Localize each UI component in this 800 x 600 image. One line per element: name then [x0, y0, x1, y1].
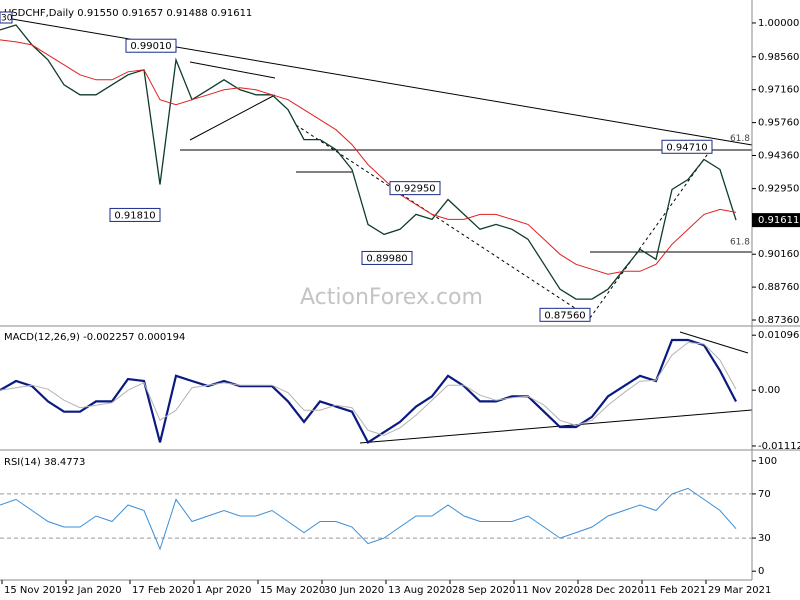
trend-line: [359, 409, 753, 444]
x-tick-label: 28 Dec 2020: [580, 585, 644, 596]
x-tick-label: 2 Jan 2020: [68, 585, 122, 596]
indicator-value: 0.000194: [138, 332, 186, 343]
trend-lines: [0, 16, 753, 444]
price-label-box: [125, 38, 177, 53]
series-line: [0, 39, 737, 275]
x-tick-label: 13 Aug 2020: [388, 585, 452, 596]
header-value: 0.91550: [77, 8, 118, 19]
level-label: 61.8: [730, 237, 750, 247]
watermark: ActionForex.com: [300, 285, 483, 310]
y-tick-label: 0.94360: [758, 151, 799, 162]
price-label: 0.99010: [130, 41, 171, 52]
panel-title-text: MACD(12,26,9): [4, 332, 80, 343]
y-tick-label: -0.011127: [758, 441, 800, 452]
panel-title: MACD(12,26,9) -0.002257 0.000194: [4, 332, 185, 343]
y-tick-label: 0.88760: [758, 282, 799, 293]
last-price-label: 0.91611: [758, 215, 799, 226]
last-price-tag: [752, 213, 800, 228]
x-tick-label: 15 May 2020: [260, 585, 325, 596]
price-label-box: [389, 181, 441, 196]
price-label-box: [361, 250, 413, 265]
price-label: 0.94710: [666, 142, 707, 153]
y-tick-label: 70: [758, 489, 771, 500]
panel-title-text: RSI(14): [4, 457, 41, 468]
y-tick-label: 0.90160: [758, 249, 799, 260]
header-value: 0.91611: [211, 8, 252, 19]
series-line: [0, 338, 737, 444]
series-line: [0, 341, 737, 436]
header-value: 0.91488: [166, 8, 207, 19]
trend-line: [0, 16, 753, 146]
series-line: [0, 24, 737, 300]
x-tick-label: 11 Feb 2021: [644, 585, 706, 596]
panel-title: RSI(14) 38.4773: [4, 457, 85, 468]
trend-line: [589, 147, 713, 319]
x-tick-label: 11 Nov 2020: [516, 585, 580, 596]
panel-title-text: USDCHF,Daily: [4, 8, 74, 19]
panel-title: USDCHF,Daily 0.91550 0.91657 0.91488 0.9…: [4, 8, 252, 19]
y-tick-label: 30: [758, 533, 771, 544]
y-tick-label: 0.92950: [758, 184, 799, 195]
x-tick-label: 29 Mar 2021: [708, 585, 771, 596]
y-tick-label: 0.87360: [758, 315, 799, 326]
trend-line: [189, 94, 276, 141]
x-tick-label: 30 Jun 2020: [324, 585, 384, 596]
price-label-box: [661, 139, 713, 154]
trend-line: [295, 124, 591, 319]
trend-line: [189, 61, 276, 79]
y-tick-label: 0.00: [758, 385, 780, 396]
y-tick-label: 1.00000: [758, 18, 799, 29]
clipped-label: 30: [1, 14, 13, 24]
price-label: 0.87560: [544, 310, 585, 321]
indicator-value: 38.4773: [44, 457, 85, 468]
indicator-value: -0.002257: [83, 332, 134, 343]
price-label-box: [539, 307, 591, 322]
price-label: 0.92950: [394, 184, 435, 195]
y-tick-label: 0.97160: [758, 85, 799, 96]
level-label: 61.8: [730, 134, 750, 144]
y-tick-label: 0.95760: [758, 118, 799, 129]
x-tick-label: 15 Nov 2019: [4, 585, 68, 596]
label-box: [0, 11, 13, 24]
price-label-box: [109, 207, 161, 222]
header-value: 0.91657: [122, 8, 163, 19]
y-tick-label: 0: [758, 566, 764, 577]
price-label: 0.91810: [114, 210, 155, 221]
x-tick-label: 17 Feb 2020: [132, 585, 194, 596]
x-tick-label: 28 Sep 2020: [452, 585, 515, 596]
x-tick-label: 1 Apr 2020: [196, 585, 251, 596]
y-tick-label: 100: [758, 456, 777, 467]
price-label: 0.89980: [366, 253, 407, 264]
y-tick-label: 0.98560: [758, 52, 799, 63]
series-line: [0, 487, 737, 551]
y-tick-label: 0.010967: [758, 330, 800, 341]
panel-borders: [0, 0, 800, 581]
trend-line: [679, 331, 749, 354]
